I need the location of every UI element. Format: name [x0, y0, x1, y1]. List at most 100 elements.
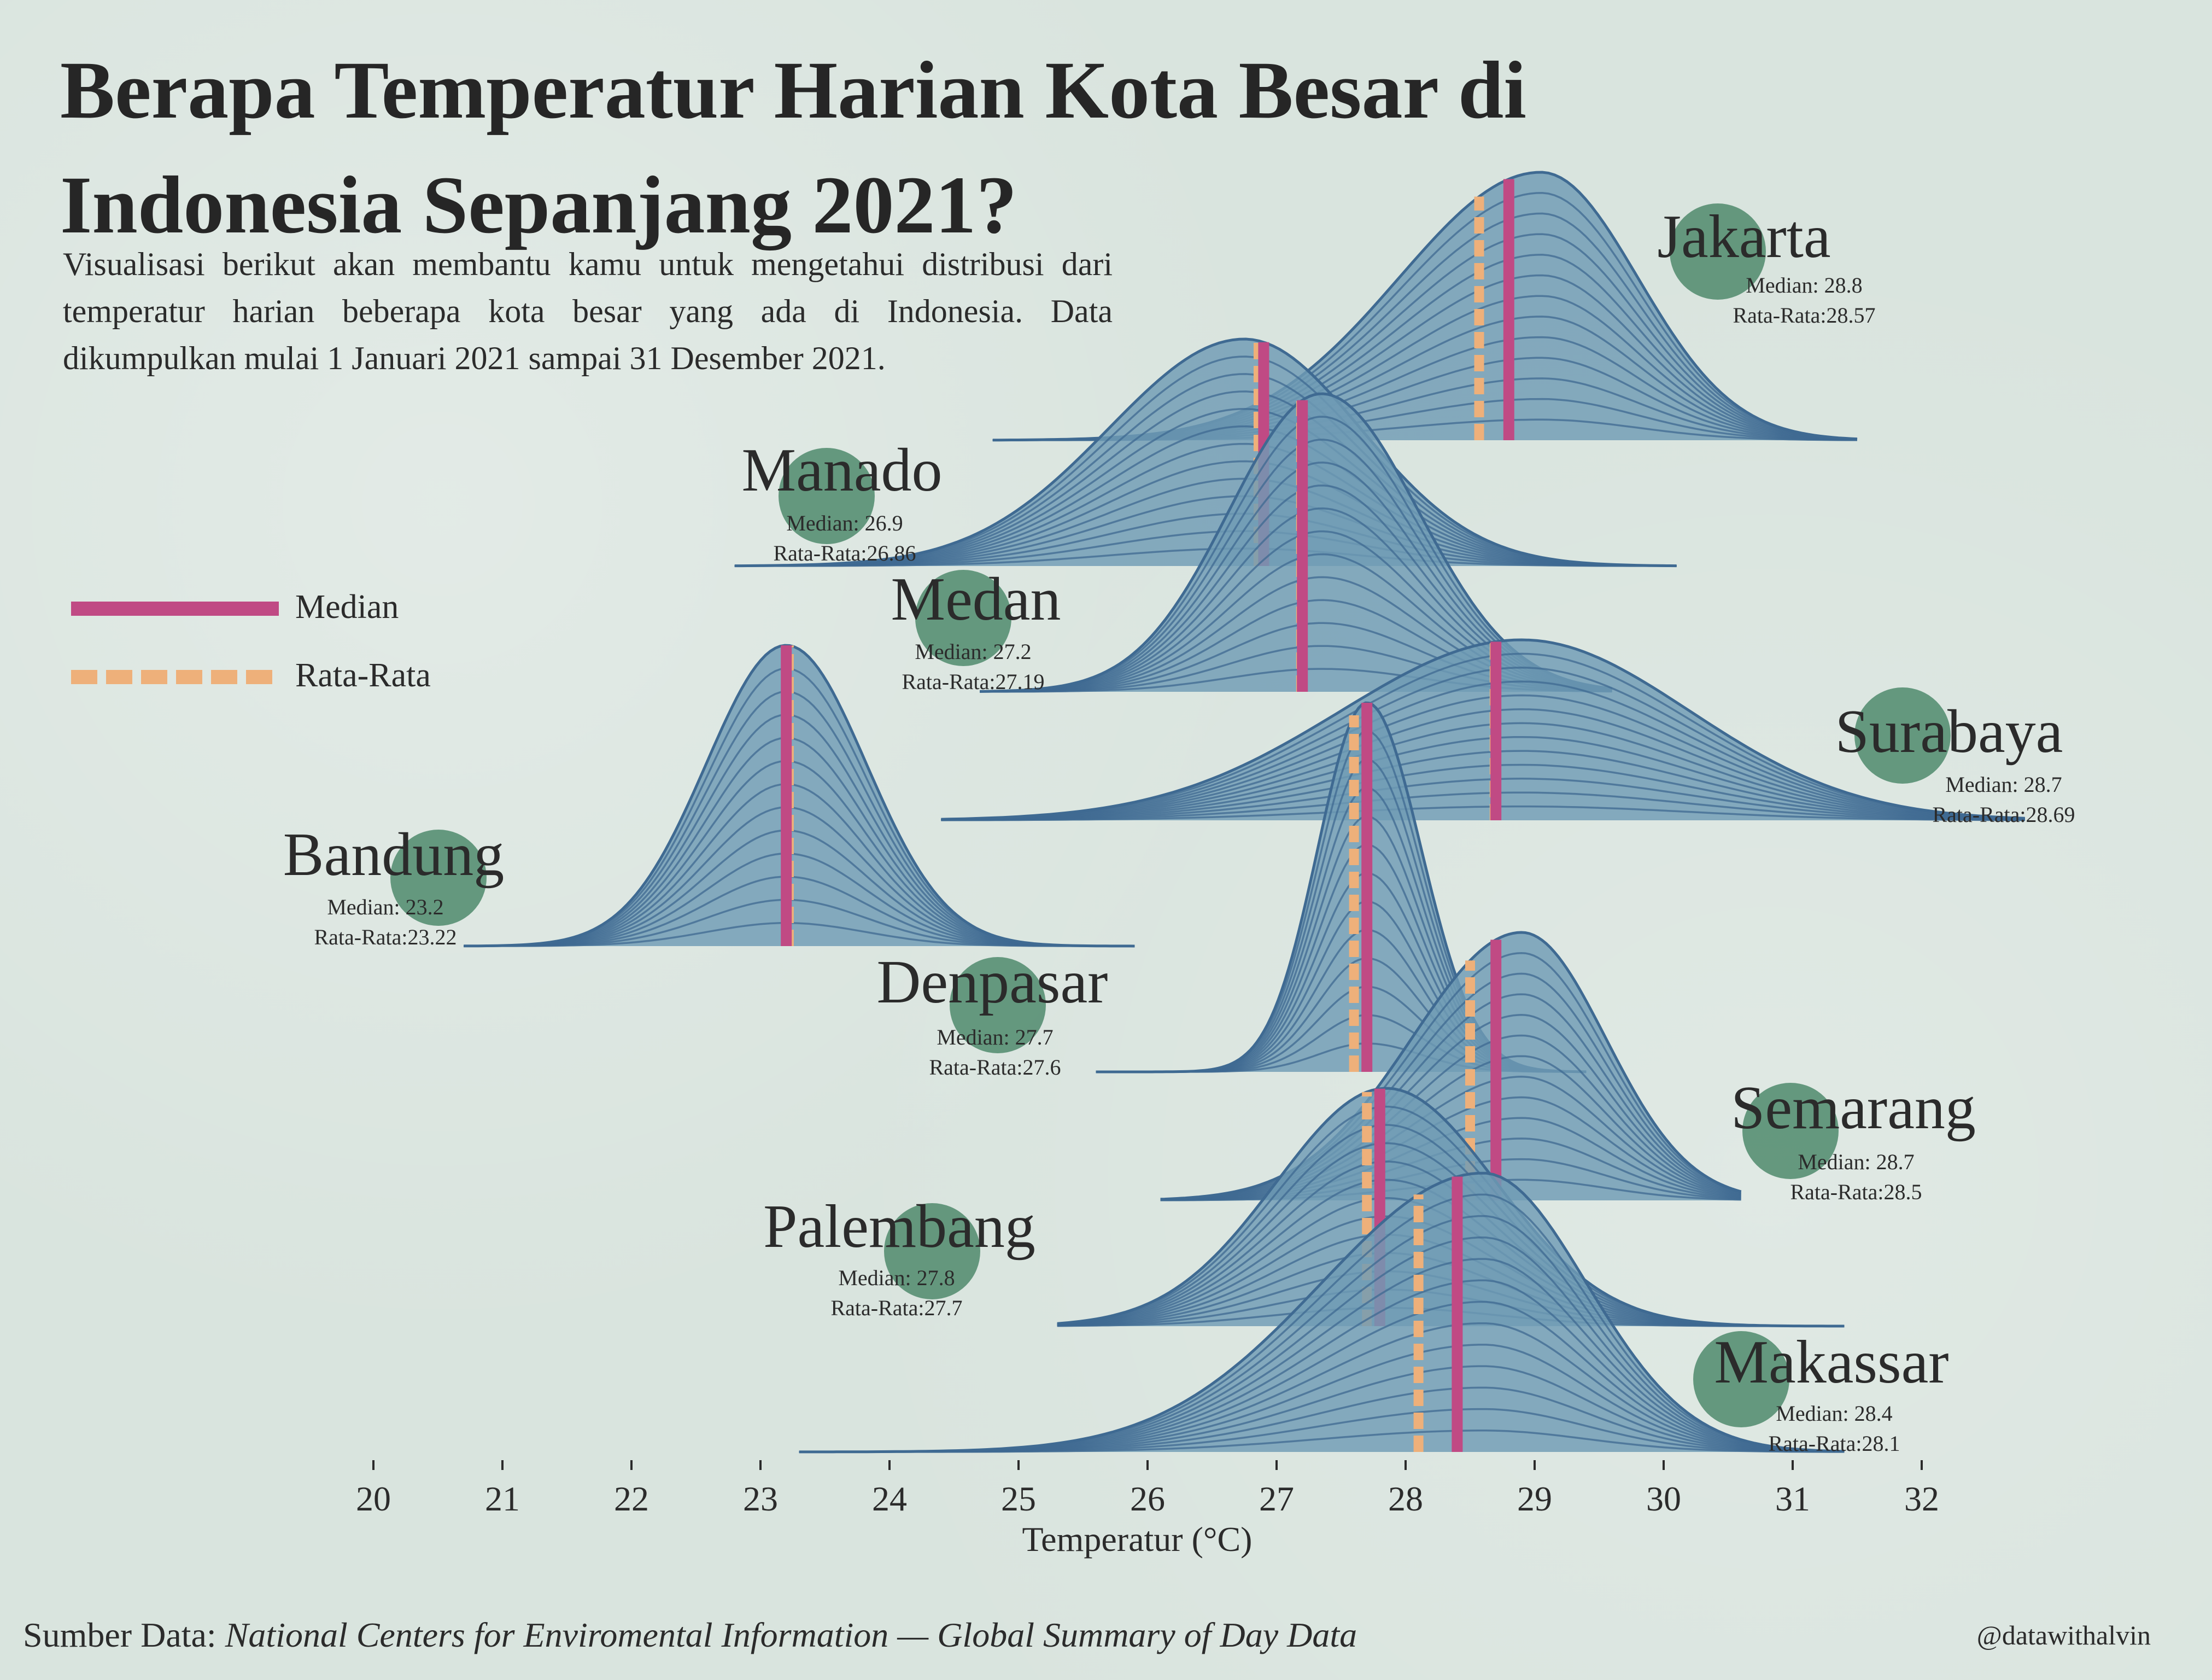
palembang-density-outline: [1057, 1087, 1845, 1328]
medan-mean-label: Rata-Rata:27.19: [902, 669, 1044, 694]
ridge-manado: Manado Median: 26.9 Rata-Rata:26.86: [734, 337, 1677, 568]
surabaya-median-label: Median: 28.7: [1945, 772, 2062, 797]
x-tick-label: 25: [1001, 1479, 1036, 1518]
x-axis: 20 21 22 23 24 25 26 27 28 29 30 31 32: [356, 1460, 1939, 1518]
jakarta-density-area: [992, 172, 1857, 440]
semarang-city-name: Semarang: [1731, 1074, 1976, 1142]
makassar-median-label: Median: 28.4: [1776, 1401, 1892, 1426]
palembang-mean-label: Rata-Rata:27.7: [830, 1296, 962, 1320]
denpasar-density-area: [1096, 703, 1587, 1072]
x-tick-label: 24: [872, 1479, 907, 1518]
legend-median-label: Median: [295, 588, 399, 626]
jakarta-median-label: Median: 28.8: [1746, 273, 1862, 298]
surabaya-contour-line: [941, 694, 2025, 821]
ridge-makassar: Makassar Median: 28.4 Rata-Rata:28.1: [799, 1171, 1949, 1456]
denpasar-mean-label: Rata-Rata:27.6: [929, 1055, 1061, 1080]
semarang-contour-line: [1160, 1034, 1741, 1201]
palembang-city-name: Palembang: [763, 1193, 1035, 1261]
surabaya-contour-line: [941, 736, 2025, 821]
bandung-marker-circle: [390, 830, 487, 926]
surabaya-contour-line: [941, 708, 2025, 821]
surabaya-mean-label: Rata-Rata:28.69: [1932, 802, 2075, 827]
surabaya-density-area: [941, 640, 2025, 820]
x-tick-label: 26: [1130, 1479, 1165, 1518]
surabaya-contour-line: [941, 750, 2025, 821]
semarang-contour-line: [1160, 972, 1742, 1200]
median-swatch: [71, 602, 279, 616]
mean-swatch: [71, 670, 279, 684]
surabaya-city-name: Surabaya: [1835, 698, 2063, 766]
makassar-density-area: [799, 1173, 1845, 1452]
manado-city-name: Manado: [741, 436, 942, 504]
medan-median-label: Median: 27.2: [915, 639, 1031, 664]
surabaya-contour-line: [941, 722, 2025, 821]
denpasar-city-name: Denpasar: [877, 948, 1108, 1016]
x-tick-label: 31: [1775, 1479, 1810, 1518]
legend-mean-label: Rata-Rata: [295, 657, 431, 694]
medan-density-area: [980, 394, 1612, 692]
ridge-surabaya: Surabaya Median: 28.7 Rata-Rata:28.69: [941, 638, 2075, 827]
x-tick-label: 20: [356, 1479, 391, 1518]
semarang-contour-line: [1160, 1096, 1741, 1201]
bandung-median-label: Median: 23.2: [327, 895, 443, 919]
manado-mean-label: Rata-Rata:26.86: [773, 541, 916, 565]
manado-density-area: [734, 339, 1677, 566]
semarang-density-outline: [1160, 931, 1742, 1201]
surabaya-marker-circle: [1854, 687, 1951, 784]
makassar-marker-circle: [1693, 1331, 1789, 1427]
palembang-marker-circle: [884, 1203, 980, 1299]
x-tick-label: 32: [1904, 1479, 1939, 1518]
manado-median-label: Median: 26.9: [786, 511, 903, 535]
author-credit: @datawithalvin: [1976, 1620, 2151, 1650]
x-tick-label: 23: [743, 1479, 778, 1518]
jakarta-marker-circle: [1670, 203, 1766, 300]
semarang-marker-circle: [1742, 1083, 1839, 1179]
ridge-palembang: Palembang Median: 27.8 Rata-Rata:27.7: [763, 1087, 1845, 1328]
jakarta-mean-label: Rata-Rata:28.57: [1733, 303, 1875, 328]
bandung-density-outline: [464, 644, 1135, 948]
source-prefix: Sumber Data:: [23, 1615, 216, 1654]
manado-contour-line: [734, 547, 1677, 567]
bandung-city-name: Bandung: [283, 821, 504, 889]
manado-marker-circle: [779, 448, 875, 544]
semarang-mean-label: Rata-Rata:28.5: [1790, 1180, 1922, 1204]
surabaya-contour-line: [941, 778, 2025, 821]
bandung-mean-label: Rata-Rata:23.22: [314, 925, 457, 949]
surabaya-contour-line: [941, 805, 2025, 821]
surabaya-contour-line: [941, 680, 2025, 821]
source-text: National Centers for Enviromental Inform…: [225, 1615, 1357, 1654]
denpasar-median-label: Median: 27.7: [937, 1025, 1053, 1049]
surabaya-contour-line: [941, 763, 2025, 821]
x-axis-label: Temperatur (°C): [1022, 1520, 1253, 1559]
surabaya-contour-line: [941, 791, 2025, 821]
surabaya-density-outline: [941, 638, 2025, 821]
x-tick-label: 29: [1517, 1479, 1552, 1518]
makassar-mean-label: Rata-Rata:28.1: [1768, 1431, 1900, 1456]
ridge-bandung: Bandung Median: 23.2 Rata-Rata:23.22: [283, 644, 1135, 949]
source-note: Sumber Data: National Centers for Enviro…: [23, 1613, 1357, 1657]
jakarta-city-name: Jakarta: [1657, 203, 1830, 271]
legend-item-median: Median: [71, 585, 508, 629]
denpasar-marker-circle: [950, 957, 1046, 1053]
makassar-city-name: Makassar: [1714, 1328, 1948, 1396]
semarang-contour-line: [1160, 993, 1741, 1201]
chart-title: Berapa Temperatur Harian Kota Besar di I…: [60, 45, 1526, 250]
surabaya-contour-line: [941, 667, 2025, 821]
medan-marker-circle: [915, 570, 1011, 666]
medan-city-name: Medan: [891, 565, 1061, 633]
makassar-contour-line: [799, 1430, 1845, 1453]
manado-density-outline: [734, 337, 1677, 568]
makassar-density-outline: [799, 1171, 1845, 1454]
semarang-contour-line: [1160, 1076, 1741, 1201]
chart-subtitle: Visualisasi berikut akan membantu kamu u…: [63, 246, 1113, 376]
semarang-contour-line: [1160, 1055, 1741, 1201]
x-tick-label: 22: [614, 1479, 649, 1518]
bandung-density-area: [464, 645, 1135, 946]
semarang-median-label: Median: 28.7: [1798, 1150, 1914, 1174]
x-tick-label: 28: [1388, 1479, 1423, 1518]
bandung-contour-line: [464, 921, 1135, 947]
